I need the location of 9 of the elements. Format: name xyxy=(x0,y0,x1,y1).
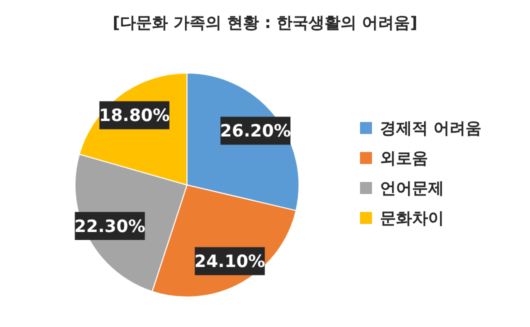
data-label: 18.80% xyxy=(98,106,170,126)
data-label: 26.20% xyxy=(220,122,291,142)
legend-label: 문화차이 xyxy=(380,208,444,228)
data-label: 24.10% xyxy=(194,252,266,272)
legend-label: 외로움 xyxy=(380,148,428,168)
legend-label: 경제적 어려움 xyxy=(380,118,482,138)
legend-label: 언어문제 xyxy=(380,178,444,198)
chart-title: [다문화 가족의 현황 : 한국생활의 어려움] xyxy=(112,13,418,32)
data-label: 22.30% xyxy=(74,216,146,237)
